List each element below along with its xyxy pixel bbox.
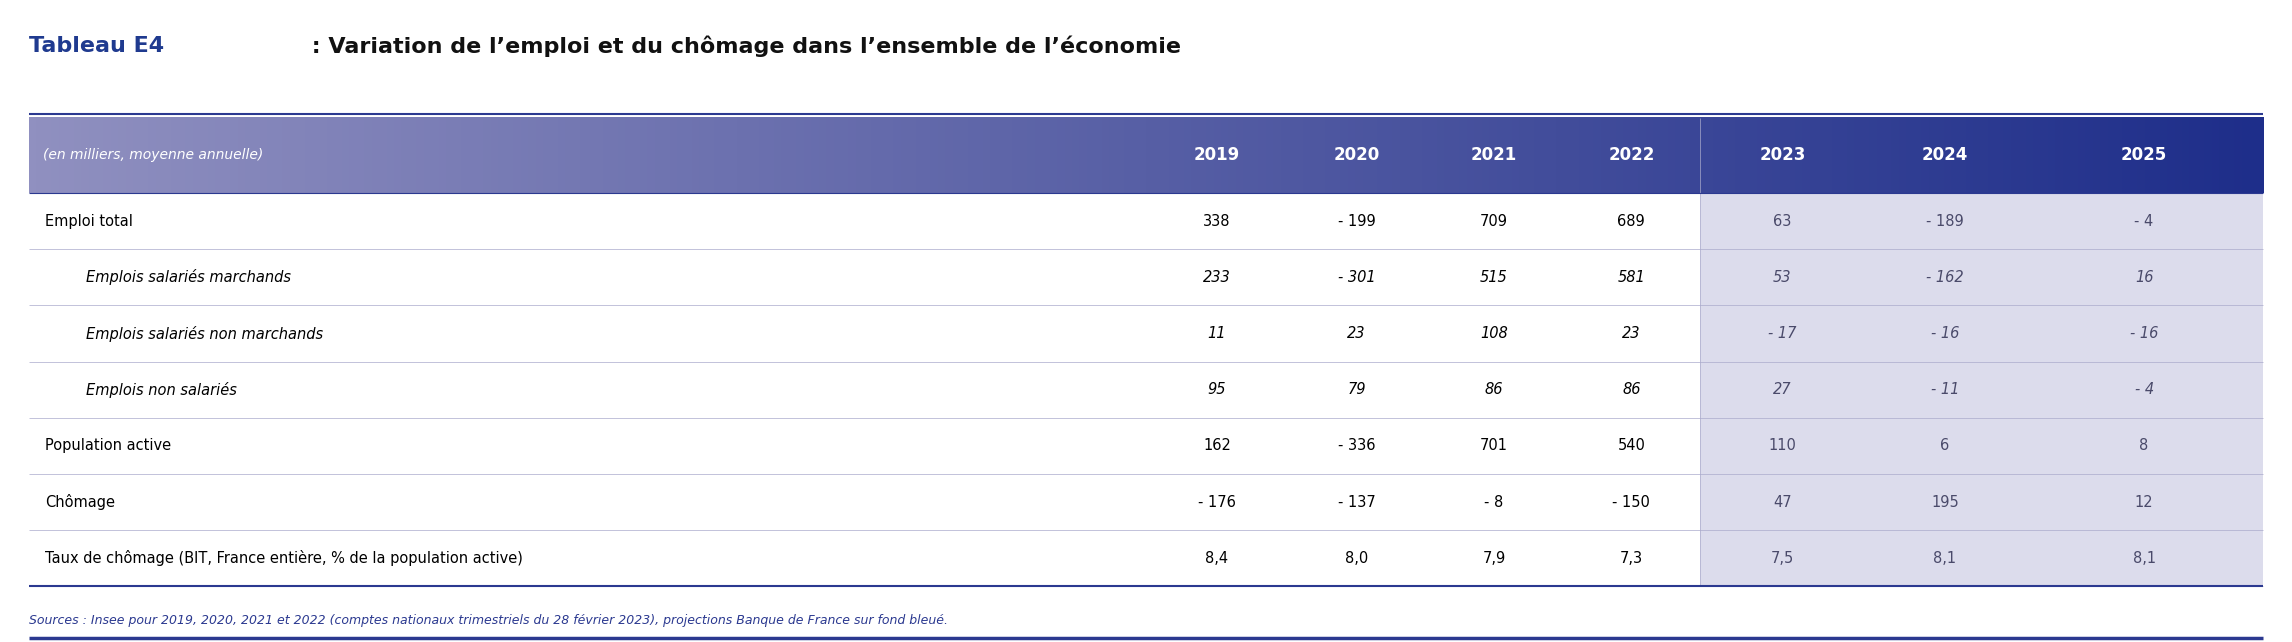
- Text: Sources : Insee pour 2019, 2020, 2021 et 2022 (comptes nationaux trimestriels du: Sources : Insee pour 2019, 2020, 2021 et…: [30, 614, 949, 627]
- Text: Tableau E4: Tableau E4: [30, 36, 165, 56]
- Text: 79: 79: [1348, 382, 1366, 397]
- Bar: [1701, 418, 2262, 474]
- Text: - 162: - 162: [1925, 270, 1964, 285]
- Text: Emplois non salariés: Emplois non salariés: [87, 382, 236, 397]
- Text: - 199: - 199: [1339, 214, 1375, 229]
- Text: 12: 12: [2134, 494, 2154, 510]
- Text: - 17: - 17: [1767, 326, 1797, 341]
- Text: 2025: 2025: [2120, 146, 2168, 164]
- Text: 8,1: 8,1: [1934, 551, 1957, 566]
- Text: - 16: - 16: [1930, 326, 1960, 341]
- Text: 8: 8: [2138, 438, 2148, 453]
- Text: 7,3: 7,3: [1620, 551, 1643, 566]
- Text: 2021: 2021: [1471, 146, 1517, 164]
- Text: - 189: - 189: [1925, 214, 1964, 229]
- Bar: [1701, 306, 2262, 361]
- Text: - 150: - 150: [1611, 494, 1650, 510]
- Text: 23: 23: [1623, 326, 1641, 341]
- Text: 108: 108: [1481, 326, 1508, 341]
- Text: - 11: - 11: [1930, 382, 1960, 397]
- Text: - 8: - 8: [1485, 494, 1504, 510]
- Bar: [1701, 193, 2262, 249]
- Text: 23: 23: [1348, 326, 1366, 341]
- Text: 2020: 2020: [1334, 146, 1380, 164]
- Text: 6: 6: [1941, 438, 1950, 453]
- Text: - 137: - 137: [1339, 494, 1375, 510]
- Text: 162: 162: [1203, 438, 1231, 453]
- Text: 47: 47: [1774, 494, 1792, 510]
- Text: 8,0: 8,0: [1345, 551, 1368, 566]
- Text: 110: 110: [1769, 438, 1797, 453]
- Text: 2019: 2019: [1194, 146, 1240, 164]
- Text: 709: 709: [1481, 214, 1508, 229]
- Text: Population active: Population active: [46, 438, 172, 453]
- Text: - 4: - 4: [2134, 382, 2154, 397]
- Bar: [1701, 249, 2262, 306]
- Text: 86: 86: [1623, 382, 1641, 397]
- Text: 7,5: 7,5: [1772, 551, 1795, 566]
- Text: Emplois salariés marchands: Emplois salariés marchands: [87, 270, 291, 286]
- Text: - 16: - 16: [2129, 326, 2159, 341]
- Text: 11: 11: [1208, 326, 1226, 341]
- Text: 27: 27: [1774, 382, 1792, 397]
- Text: - 336: - 336: [1339, 438, 1375, 453]
- Text: 515: 515: [1481, 270, 1508, 285]
- Text: 8,4: 8,4: [1206, 551, 1229, 566]
- Bar: [1701, 361, 2262, 418]
- Text: 2022: 2022: [1609, 146, 1655, 164]
- Text: : Variation de l’emploi et du chômage dans l’ensemble de l’économie: : Variation de l’emploi et du chômage da…: [303, 35, 1180, 57]
- Text: - 4: - 4: [2134, 214, 2154, 229]
- Text: - 176: - 176: [1199, 494, 1235, 510]
- Text: Emplois salariés non marchands: Emplois salariés non marchands: [87, 325, 323, 342]
- Text: 581: 581: [1618, 270, 1646, 285]
- Text: 53: 53: [1774, 270, 1792, 285]
- Text: Chômage: Chômage: [46, 494, 115, 510]
- Text: Taux de chômage (BIT, France entière, % de la population active): Taux de chômage (BIT, France entière, % …: [46, 550, 523, 566]
- Text: 338: 338: [1203, 214, 1231, 229]
- Bar: [1701, 474, 2262, 530]
- Text: 16: 16: [2134, 270, 2154, 285]
- Text: 2023: 2023: [1760, 146, 1806, 164]
- Text: 2024: 2024: [1921, 146, 1969, 164]
- Text: (en milliers, moyenne annuelle): (en milliers, moyenne annuelle): [44, 148, 264, 162]
- Bar: [1701, 530, 2262, 586]
- Text: 195: 195: [1932, 494, 1960, 510]
- Text: 701: 701: [1481, 438, 1508, 453]
- Text: 63: 63: [1774, 214, 1792, 229]
- Text: 86: 86: [1485, 382, 1504, 397]
- Text: 95: 95: [1208, 382, 1226, 397]
- Text: Emploi total: Emploi total: [46, 214, 133, 229]
- Text: 8,1: 8,1: [2132, 551, 2157, 566]
- Text: 689: 689: [1618, 214, 1646, 229]
- Text: - 301: - 301: [1339, 270, 1375, 285]
- Text: 7,9: 7,9: [1483, 551, 1506, 566]
- Text: 233: 233: [1203, 270, 1231, 285]
- Text: 540: 540: [1618, 438, 1646, 453]
